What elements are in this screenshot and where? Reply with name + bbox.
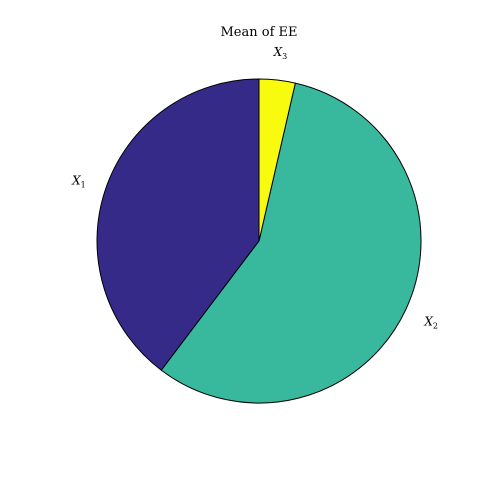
pie-labels: X1 X2 X3: [71, 45, 438, 330]
chart-title: Mean of EE: [220, 25, 297, 40]
pie-slice-x2: [160, 82, 422, 404]
pie-slice-x3: [258, 78, 296, 242]
pie-label-x2: X2: [423, 314, 438, 330]
pie-slices: [96, 78, 422, 404]
pie-label-x3: X3: [273, 45, 288, 61]
pie-label-x1: X1: [71, 174, 86, 190]
pie-slice-x1: [96, 78, 260, 371]
